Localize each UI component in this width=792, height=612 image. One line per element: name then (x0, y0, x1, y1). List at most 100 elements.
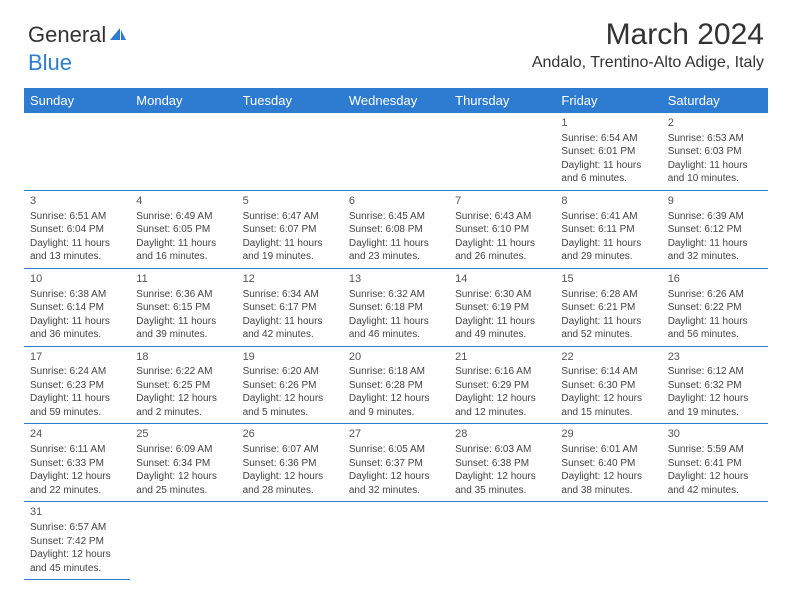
sunset-text: Sunset: 6:10 PM (455, 224, 529, 235)
calendar-row: 31 Sunrise: 6:57 AM Sunset: 7:42 PM Dayligh… (24, 502, 768, 580)
title-block: March 2024 Andalo, Trentino-Alto Adige, … (532, 18, 764, 72)
day-number: 10 (30, 272, 124, 287)
daylight-text: Daylight: 12 hours and 32 minutes. (349, 471, 430, 496)
weekday-header: Friday (555, 88, 661, 113)
calendar-cell: 5Sunrise: 6:47 AMSunset: 6:07 PMDaylight… (237, 190, 343, 268)
sunrise-text: Sunrise: 6:57 AM (30, 522, 106, 533)
calendar-cell-empty (130, 502, 236, 580)
calendar-cell-empty (662, 502, 768, 580)
calendar-cell-empty (130, 113, 236, 190)
day-number: 29 (561, 427, 655, 442)
daylight-text: Daylight: 12 hours and 28 minutes. (243, 471, 324, 496)
day-number: 26 (243, 427, 337, 442)
weekday-header: Saturday (662, 88, 768, 113)
calendar-cell: 11Sunrise: 6:36 AMSunset: 6:15 PMDayligh… (130, 268, 236, 346)
sunrise-text: Sunrise: 6:47 AM (243, 211, 319, 222)
daylight-text: Daylight: 11 hours and 52 minutes. (561, 316, 641, 341)
daylight-text: Daylight: 11 hours and 13 minutes. (30, 238, 110, 263)
day-number: 23 (668, 350, 762, 365)
calendar-cell-empty (343, 113, 449, 190)
sunrise-text: Sunrise: 6:16 AM (455, 366, 531, 377)
weekday-header: Monday (130, 88, 236, 113)
sunrise-text: Sunrise: 6:07 AM (243, 444, 319, 455)
sunset-text: Sunset: 6:01 PM (561, 146, 635, 157)
sunrise-text: Sunrise: 6:36 AM (136, 289, 212, 300)
logo-prefix: General (28, 22, 106, 47)
calendar-row: 1Sunrise: 6:54 AMSunset: 6:01 PMDaylight… (24, 113, 768, 190)
day-number: 21 (455, 350, 549, 365)
day-number: 31 (30, 505, 124, 520)
sunset-text: Sunset: 6:37 PM (349, 458, 423, 469)
sunset-text: Sunset: 6:07 PM (243, 224, 317, 235)
calendar-cell-empty (449, 113, 555, 190)
day-number: 5 (243, 194, 337, 209)
sunset-text: Sunset: 6:04 PM (30, 224, 104, 235)
calendar-cell: 23Sunrise: 6:12 AMSunset: 6:32 PMDayligh… (662, 346, 768, 424)
sunset-text: Sunset: 6:32 PM (668, 380, 742, 391)
calendar-cell-empty (449, 502, 555, 580)
calendar-cell: 14Sunrise: 6:30 AMSunset: 6:19 PMDayligh… (449, 268, 555, 346)
sunset-text: Sunset: 6:17 PM (243, 302, 317, 313)
calendar-cell: 10Sunrise: 6:38 AMSunset: 6:14 PMDayligh… (24, 268, 130, 346)
daylight-text: Daylight: 11 hours and 23 minutes. (349, 238, 429, 263)
sunrise-text: Sunrise: 6:24 AM (30, 366, 106, 377)
calendar-cell: 15Sunrise: 6:28 AMSunset: 6:21 PMDayligh… (555, 268, 661, 346)
calendar-cell: 20Sunrise: 6:18 AMSunset: 6:28 PMDayligh… (343, 346, 449, 424)
day-number: 28 (455, 427, 549, 442)
sail-icon (108, 22, 128, 48)
logo-text: GeneralBlue (28, 22, 128, 76)
sunset-text: Sunset: 6:40 PM (561, 458, 635, 469)
calendar-cell: 4Sunrise: 6:49 AMSunset: 6:05 PMDaylight… (130, 190, 236, 268)
calendar-cell: 21Sunrise: 6:16 AM Sunset: 6:29 PM Dayligh… (449, 346, 555, 424)
calendar-cell: 16Sunrise: 6:26 AMSunset: 6:22 PMDayligh… (662, 268, 768, 346)
calendar-row: 3Sunrise: 6:51 AMSunset: 6:04 PMDaylight… (24, 190, 768, 268)
day-number: 18 (136, 350, 230, 365)
day-number: 8 (561, 194, 655, 209)
calendar-table: Sunday Monday Tuesday Wednesday Thursday… (24, 88, 768, 580)
sunrise-text: Sunrise: 6:41 AM (561, 211, 637, 222)
sunset-text: Sunset: 6:19 PM (455, 302, 529, 313)
daylight-text: Daylight: 12 hours and 9 minutes. (349, 393, 430, 418)
day-number: 13 (349, 272, 443, 287)
calendar-row: 17Sunrise: 6:24 AMSunset: 6:23 PMDayligh… (24, 346, 768, 424)
page-title: March 2024 (532, 18, 764, 52)
calendar-cell: 2Sunrise: 6:53 AMSunset: 6:03 PMDaylight… (662, 113, 768, 190)
day-number: 30 (668, 427, 762, 442)
sunrise-text: Sunrise: 6:22 AM (136, 366, 212, 377)
calendar-cell: 6Sunrise: 6:45 AMSunset: 6:08 PMDaylight… (343, 190, 449, 268)
calendar-cell: 19Sunrise: 6:20 AMSunset: 6:26 PMDayligh… (237, 346, 343, 424)
daylight-text: Daylight: 11 hours and 26 minutes. (455, 238, 535, 263)
calendar-cell: 7Sunrise: 6:43 AMSunset: 6:10 PMDaylight… (449, 190, 555, 268)
calendar-cell: 28Sunrise: 6:03 AMSunset: 6:38 PMDayligh… (449, 424, 555, 502)
daylight-text: Daylight: 12 hours and 12 minutes. (455, 393, 536, 418)
sunrise-text: Sunrise: 6:39 AM (668, 211, 744, 222)
sunset-text: Sunset: 6:14 PM (30, 302, 104, 313)
sunset-text: Sunset: 6:29 PM (455, 380, 529, 391)
day-number: 14 (455, 272, 549, 287)
calendar-cell: 1Sunrise: 6:54 AMSunset: 6:01 PMDaylight… (555, 113, 661, 190)
sunset-text: Sunset: 7:42 PM (30, 536, 104, 547)
calendar-cell-empty (343, 502, 449, 580)
calendar-cell: 9Sunrise: 6:39 AMSunset: 6:12 PMDaylight… (662, 190, 768, 268)
daylight-text: Daylight: 12 hours and 45 minutes. (30, 549, 111, 574)
sunset-text: Sunset: 6:41 PM (668, 458, 742, 469)
calendar-row: 10Sunrise: 6:38 AMSunset: 6:14 PMDayligh… (24, 268, 768, 346)
location-subtitle: Andalo, Trentino-Alto Adige, Italy (532, 54, 764, 72)
sunrise-text: Sunrise: 6:20 AM (243, 366, 319, 377)
sunrise-text: Sunrise: 6:03 AM (455, 444, 531, 455)
weekday-header: Sunday (24, 88, 130, 113)
weekday-header: Tuesday (237, 88, 343, 113)
sunrise-text: Sunrise: 6:11 AM (30, 444, 105, 455)
day-number: 9 (668, 194, 762, 209)
daylight-text: Daylight: 12 hours and 19 minutes. (668, 393, 749, 418)
calendar-cell: 18Sunrise: 6:22 AMSunset: 6:25 PMDayligh… (130, 346, 236, 424)
calendar-cell-empty (555, 502, 661, 580)
day-number: 19 (243, 350, 337, 365)
daylight-text: Daylight: 11 hours and 42 minutes. (243, 316, 323, 341)
sunrise-text: Sunrise: 6:28 AM (561, 289, 637, 300)
day-number: 7 (455, 194, 549, 209)
day-number: 4 (136, 194, 230, 209)
daylight-text: Daylight: 11 hours and 39 minutes. (136, 316, 216, 341)
day-number: 25 (136, 427, 230, 442)
day-number: 16 (668, 272, 762, 287)
